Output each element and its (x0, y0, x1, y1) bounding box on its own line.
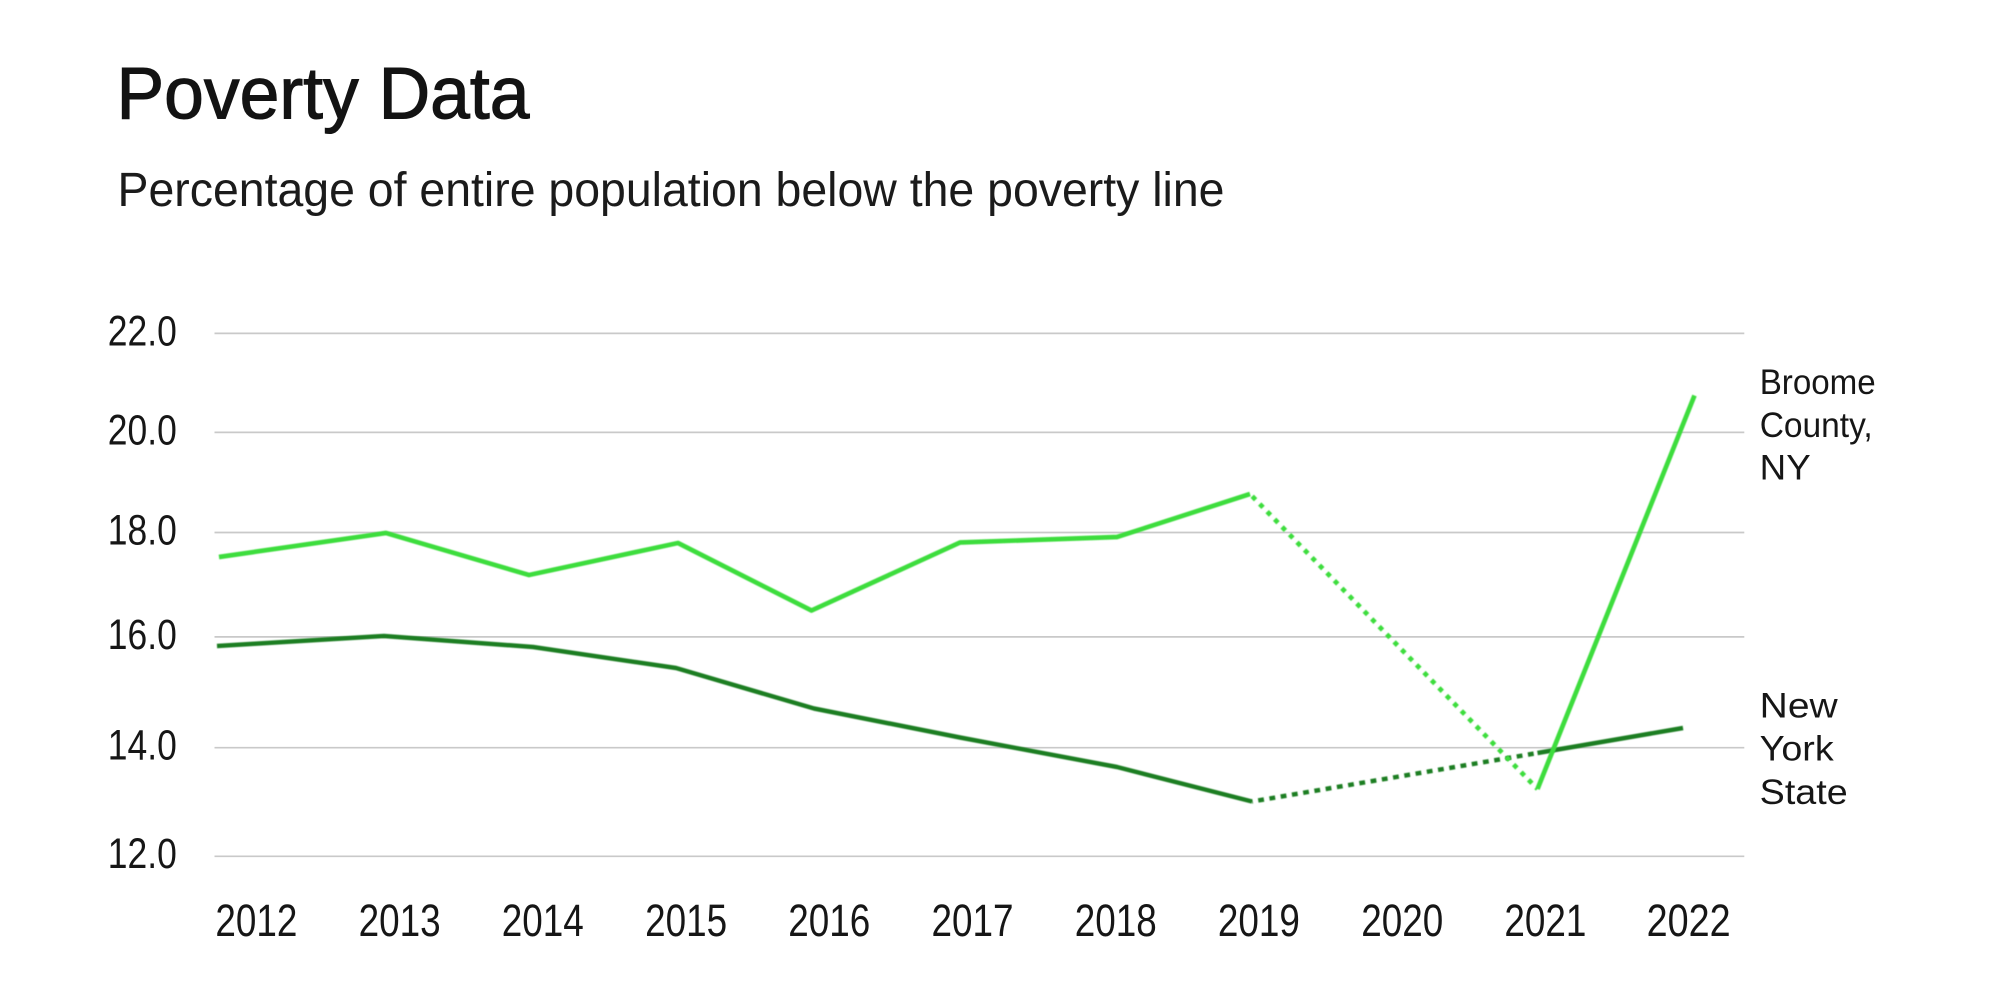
svg-text:12.0: 12.0 (108, 831, 177, 878)
svg-text:County,: County, (1760, 405, 1873, 445)
svg-text:New: New (1760, 686, 1838, 726)
svg-text:16.0: 16.0 (108, 612, 177, 659)
svg-text:22.0: 22.0 (108, 308, 177, 355)
svg-text:2012: 2012 (215, 895, 297, 946)
svg-text:2014: 2014 (502, 895, 584, 946)
svg-text:2013: 2013 (359, 895, 441, 946)
svg-text:Percentage of entire populatio: Percentage of entire population below th… (118, 163, 1225, 217)
svg-text:State: State (1760, 772, 1848, 812)
svg-text:Poverty Data: Poverty Data (117, 54, 530, 135)
svg-text:Broome: Broome (1760, 362, 1876, 402)
svg-text:2019: 2019 (1218, 895, 1300, 946)
svg-text:2022: 2022 (1647, 895, 1731, 946)
svg-text:2016: 2016 (788, 895, 870, 946)
svg-text:NY: NY (1760, 448, 1811, 488)
svg-text:2020: 2020 (1361, 895, 1443, 946)
svg-text:20.0: 20.0 (108, 407, 177, 454)
svg-text:2021: 2021 (1504, 895, 1586, 946)
svg-text:2018: 2018 (1075, 895, 1157, 946)
svg-text:2015: 2015 (645, 895, 727, 946)
svg-text:York: York (1760, 729, 1834, 769)
svg-text:18.0: 18.0 (108, 507, 177, 554)
svg-text:14.0: 14.0 (108, 723, 177, 770)
svg-text:2017: 2017 (932, 895, 1014, 946)
